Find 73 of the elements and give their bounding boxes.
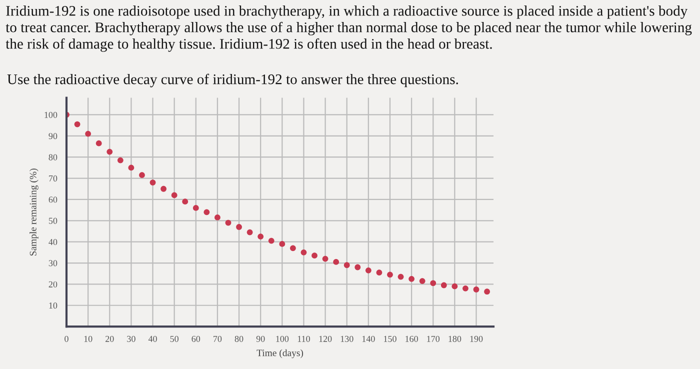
x-tick-label: 50 bbox=[170, 336, 178, 342]
point bbox=[322, 256, 328, 262]
y-tick-label: 60 bbox=[48, 196, 58, 203]
point bbox=[290, 245, 296, 252]
point bbox=[258, 234, 264, 240]
y-axis-title: Sample remaining (%) bbox=[30, 168, 38, 256]
point bbox=[96, 140, 102, 146]
point bbox=[117, 157, 124, 164]
y-tick-label: 100 bbox=[44, 112, 58, 118]
point bbox=[440, 282, 447, 288]
point bbox=[484, 288, 490, 295]
x-tick-label: 10 bbox=[84, 336, 92, 342]
chart-subtitle: Use the radioactive decay curve of iridium-192 to answer the three questions. bbox=[7, 74, 458, 88]
x-tick-label: 160 bbox=[406, 336, 418, 342]
point bbox=[333, 259, 340, 265]
point bbox=[106, 148, 113, 155]
point bbox=[128, 164, 134, 171]
point bbox=[171, 192, 178, 198]
x-tick-label: 170 bbox=[427, 336, 440, 342]
y-tick-label: 40 bbox=[48, 238, 58, 246]
point bbox=[300, 249, 307, 256]
x-tick-label: 130 bbox=[340, 336, 354, 342]
y-tick-label: 90 bbox=[48, 133, 58, 140]
x-tick-label: 20 bbox=[106, 336, 114, 342]
x-tick-label: 110 bbox=[298, 336, 310, 342]
y-tick-label: 50 bbox=[48, 218, 58, 224]
point bbox=[225, 220, 232, 226]
x-tick-label: 150 bbox=[384, 336, 396, 342]
x-tick-label: 70 bbox=[214, 336, 222, 342]
point bbox=[268, 238, 274, 244]
point bbox=[462, 285, 468, 292]
x-tick-label: 0 bbox=[64, 336, 68, 342]
y-tick-label: 30 bbox=[48, 260, 58, 266]
point bbox=[182, 198, 188, 205]
point bbox=[85, 130, 92, 137]
point bbox=[344, 262, 350, 268]
x-tick-label: 40 bbox=[148, 336, 157, 342]
x-tick-label: 30 bbox=[127, 336, 136, 342]
point bbox=[74, 121, 80, 128]
point bbox=[376, 270, 382, 276]
x-tick-label: 90 bbox=[256, 336, 265, 342]
x-tick-label: 60 bbox=[192, 336, 200, 342]
x-tick-label: 80 bbox=[234, 336, 244, 342]
point bbox=[236, 224, 242, 230]
point bbox=[419, 278, 426, 284]
point bbox=[139, 172, 145, 178]
y-tick-label: 10 bbox=[49, 302, 58, 309]
point bbox=[430, 280, 436, 286]
point bbox=[279, 241, 286, 247]
point bbox=[192, 204, 199, 211]
y-tick-label: 70 bbox=[49, 175, 58, 182]
x-tick-label: 180 bbox=[448, 336, 462, 342]
point bbox=[452, 283, 458, 290]
point bbox=[365, 267, 372, 274]
x-tick-label: 100 bbox=[276, 336, 289, 342]
point bbox=[246, 229, 253, 236]
x-tick-label: 120 bbox=[319, 336, 332, 342]
x-axis-title: Time (days) bbox=[256, 349, 304, 358]
point bbox=[312, 252, 318, 259]
point bbox=[354, 264, 361, 270]
point bbox=[387, 272, 393, 278]
x-tick-label: 190 bbox=[470, 336, 483, 342]
point bbox=[150, 180, 156, 186]
point bbox=[473, 286, 480, 292]
x-tick-label: 140 bbox=[362, 336, 375, 342]
point bbox=[160, 186, 166, 192]
y-tick-label: 80 bbox=[48, 154, 58, 160]
point bbox=[408, 276, 414, 282]
point bbox=[204, 209, 210, 216]
chart-title: Iridium-192 is one radioisotope used in brachytherapy, in which a radioactive source is placed inside a patient's body to treat cancer. Brachytherapy allows the use of a higher than normal dose to be placed near the tumor while lowering the risk of damage to healthy tissue. Iridium-192 is often used in the head or breast. bbox=[6, 6, 692, 52]
point bbox=[214, 214, 220, 220]
y-tick-label: 20 bbox=[48, 281, 58, 288]
point bbox=[398, 274, 404, 280]
